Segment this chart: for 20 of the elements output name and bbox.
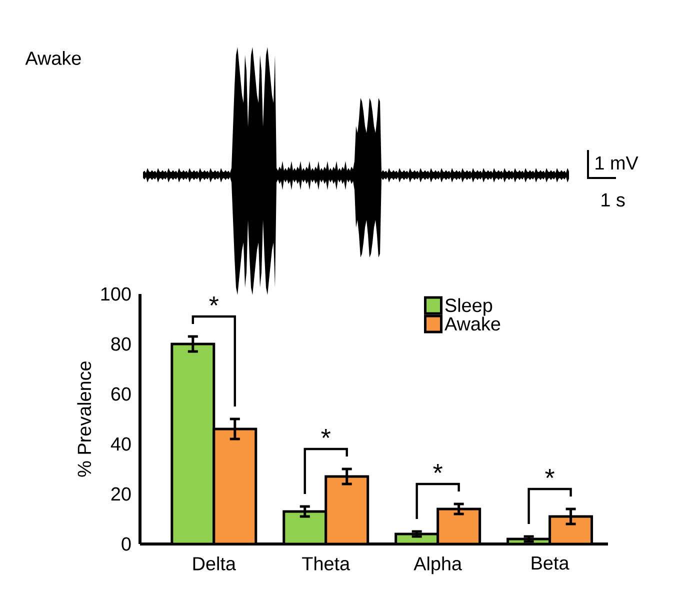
- text: Awake: [25, 51, 81, 65]
- x-tick-label: Beta: [532, 556, 570, 570]
- y-tick-label: 0: [122, 537, 131, 551]
- x-tick-label: Theta: [302, 556, 350, 570]
- annotation: *: [321, 428, 330, 438]
- annotation: *: [545, 468, 554, 478]
- x-tick-label: Alpha: [414, 556, 462, 574]
- y-tick-label: 20: [111, 487, 131, 501]
- y-tick-label: 80: [111, 337, 131, 351]
- y-axis-title: % Prevalence: [77, 361, 92, 477]
- y-tick-label: 40: [110, 437, 131, 451]
- legend-label: Sleep: [445, 298, 492, 316]
- x-tick-label: Delta: [193, 556, 236, 570]
- annotation: *: [209, 296, 219, 306]
- y-tick-label: 60: [111, 387, 131, 401]
- text: 1 s: [602, 193, 625, 207]
- legend-label: Awake: [444, 316, 500, 331]
- annotation: *: [433, 464, 442, 474]
- text: 1 mV: [596, 156, 638, 170]
- y-tick-label: 100: [101, 287, 131, 301]
